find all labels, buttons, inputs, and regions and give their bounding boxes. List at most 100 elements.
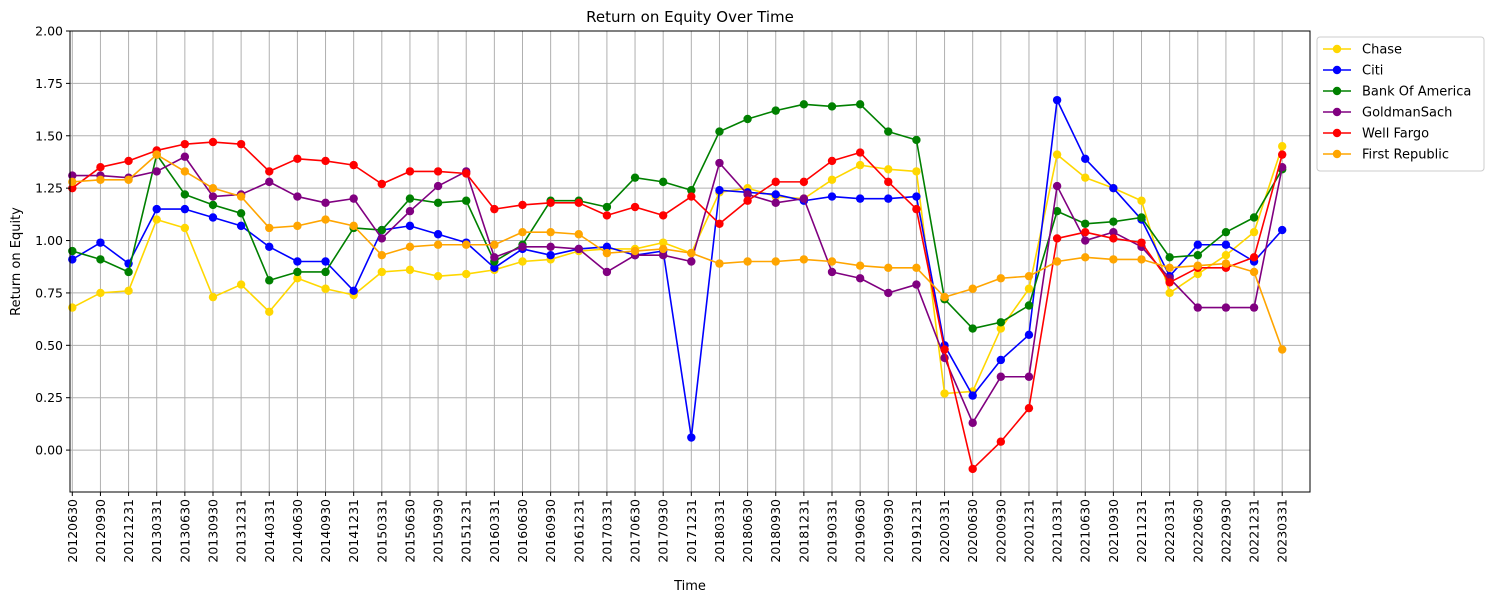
x-tick-label: 20130630: [177, 499, 192, 563]
data-point: [1278, 150, 1287, 159]
data-point: [912, 192, 921, 201]
data-point: [827, 175, 837, 184]
data-point: [293, 221, 302, 231]
x-tick-label: 20191231: [909, 499, 924, 563]
y-tick-label: 0.50: [35, 338, 63, 353]
data-point: [546, 227, 555, 237]
legend-item: Citi: [1323, 64, 1383, 79]
data-point: [68, 255, 77, 264]
data-point: [827, 267, 837, 277]
data-point: [349, 160, 358, 170]
data-point: [349, 286, 358, 296]
x-tick-label: 20180630: [740, 499, 755, 563]
data-point: [68, 177, 77, 187]
data-point: [912, 204, 921, 214]
x-tick-label: 20131231: [234, 499, 249, 563]
x-tick-label: 20150331: [374, 499, 389, 563]
x-tick-label: 20190930: [881, 499, 896, 563]
data-point: [968, 418, 977, 428]
data-point: [405, 207, 415, 216]
data-point: [462, 269, 471, 279]
series-line: [72, 103, 1283, 330]
data-point: [884, 165, 893, 174]
y-tick-label: 1.75: [35, 76, 63, 91]
data-point: [490, 253, 499, 262]
data-point: [1052, 257, 1062, 266]
data-point: [1221, 227, 1231, 237]
data-point: [124, 156, 133, 166]
data-point: [1052, 95, 1062, 105]
data-point: [855, 274, 865, 283]
data-point: [1109, 234, 1118, 243]
data-point: [602, 248, 612, 258]
data-point: [1278, 225, 1287, 235]
data-point: [208, 200, 218, 210]
data-point: [1109, 227, 1118, 237]
x-tick-label: 20141231: [346, 499, 361, 563]
data-point: [1193, 261, 1202, 270]
data-point: [630, 173, 640, 182]
y-tick-label: 1.50: [35, 128, 63, 143]
data-point: [996, 355, 1006, 365]
data-point: [1165, 288, 1174, 298]
data-point: [68, 246, 77, 256]
x-tick-label: 20220331: [1162, 499, 1177, 563]
data-point: [433, 230, 443, 239]
x-tick-label: 20171231: [684, 499, 699, 563]
x-tick-label: 20230331: [1275, 499, 1290, 563]
legend-item: GoldmanSach: [1323, 106, 1452, 121]
data-point: [1193, 240, 1202, 249]
data-point: [1052, 150, 1062, 159]
data-point: [912, 263, 921, 272]
data-point: [433, 198, 443, 208]
legend-label: Citi: [1362, 64, 1383, 79]
data-point: [1081, 236, 1090, 245]
data-point: [321, 267, 330, 277]
x-tick-label: 20210930: [1106, 499, 1121, 563]
legend-marker: [1332, 65, 1342, 75]
data-point: [180, 167, 190, 176]
data-point: [1024, 284, 1034, 293]
data-point: [433, 167, 443, 176]
x-tick-label: 20211231: [1134, 499, 1149, 563]
data-point: [1081, 227, 1090, 237]
data-point: [180, 139, 190, 149]
data-point: [715, 186, 724, 195]
data-point: [574, 198, 583, 208]
x-tick-label: 20180331: [712, 499, 727, 563]
data-point: [1024, 301, 1034, 310]
data-point: [236, 280, 246, 289]
legend: Chase Citi Bank Of America GoldmanSach Well …: [1316, 36, 1485, 172]
x-tick-label: 20160930: [543, 499, 558, 563]
data-point: [743, 196, 752, 205]
data-point: [1221, 303, 1231, 312]
data-point: [265, 177, 274, 187]
x-tick-label: 20210331: [1050, 499, 1065, 563]
data-point: [884, 288, 893, 298]
legend-label: Chase: [1362, 43, 1402, 58]
data-point: [771, 190, 780, 199]
x-tick-label: 20200331: [937, 499, 952, 563]
data-point: [377, 267, 387, 277]
data-point: [912, 280, 921, 289]
data-point: [799, 177, 809, 187]
data-point: [827, 257, 837, 266]
data-point: [771, 177, 780, 187]
data-point: [518, 200, 527, 210]
data-point: [968, 464, 977, 474]
data-point: [630, 202, 640, 212]
data-point: [968, 324, 977, 333]
data-point: [996, 324, 1006, 333]
data-point: [771, 198, 780, 208]
data-point: [1278, 345, 1287, 354]
data-point: [321, 156, 330, 166]
x-tick-label: 20151231: [459, 499, 474, 563]
data-point: [940, 292, 949, 302]
data-point: [208, 292, 218, 302]
data-point: [715, 158, 724, 168]
legend-box: [1316, 36, 1485, 172]
data-point: [490, 204, 499, 214]
data-point: [1165, 263, 1174, 272]
data-point: [546, 198, 555, 208]
